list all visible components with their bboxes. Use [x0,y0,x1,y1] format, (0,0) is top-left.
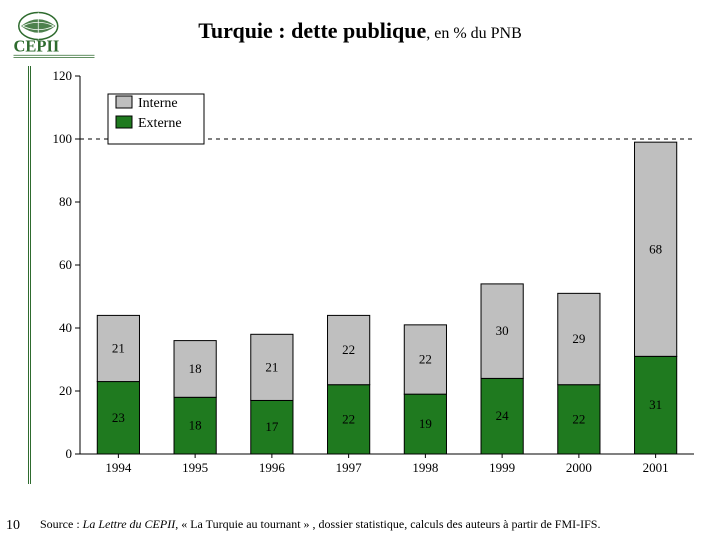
source-italic: La Lettre du CEPII [83,517,176,531]
svg-text:20: 20 [59,383,72,398]
bar-value-label: 19 [419,416,432,431]
legend-swatch [116,116,132,128]
bar-value-label: 24 [496,408,510,423]
bar-value-label: 21 [112,340,125,355]
page-title: Turquie : dette publique, en % du PNB [0,18,720,44]
svg-text:40: 40 [59,320,72,335]
bar-value-label: 18 [189,361,202,376]
x-tick-label: 2001 [643,460,669,475]
bar-value-label: 22 [572,411,585,426]
source-rest: , « La Turquie au tournant » , dossier s… [175,517,600,531]
source-line: Source : La Lettre du CEPII, « La Turqui… [40,517,708,532]
x-tick-label: 1995 [182,460,208,475]
x-tick-label: 1997 [336,460,363,475]
svg-text:60: 60 [59,257,72,272]
chart: 0 20 40 60 80 100 120 23 21 1994 18 18 1995 17 21 1996 2… [36,66,704,484]
x-tick-label: 1999 [489,460,515,475]
bar-value-label: 31 [649,397,662,412]
side-rule [28,66,31,484]
svg-text:80: 80 [59,194,72,209]
bar-value-label: 23 [112,410,125,425]
source-label: Source : [40,517,83,531]
bar-value-label: 17 [265,419,279,434]
bar-value-label: 22 [342,342,355,357]
x-tick-label: 1998 [412,460,438,475]
svg-text:120: 120 [53,68,73,83]
bar-value-label: 22 [342,411,355,426]
svg-text:0: 0 [66,446,73,461]
bar-value-label: 68 [649,241,662,256]
title-main: Turquie : dette publique [198,18,426,43]
title-sub: , en % du PNB [426,25,522,42]
x-tick-label: 2000 [566,460,592,475]
legend-swatch [116,96,132,108]
bar-value-label: 30 [496,323,509,338]
x-tick-label: 1996 [259,460,286,475]
bar-value-label: 18 [189,418,202,433]
legend-label: Externe [138,116,182,131]
page-number: 10 [6,518,20,534]
bar-value-label: 21 [265,359,278,374]
bar-value-label: 22 [419,352,432,367]
bar-value-label: 29 [572,331,585,346]
x-tick-label: 1994 [105,460,132,475]
legend-label: Interne [138,96,178,111]
svg-text:100: 100 [53,131,73,146]
